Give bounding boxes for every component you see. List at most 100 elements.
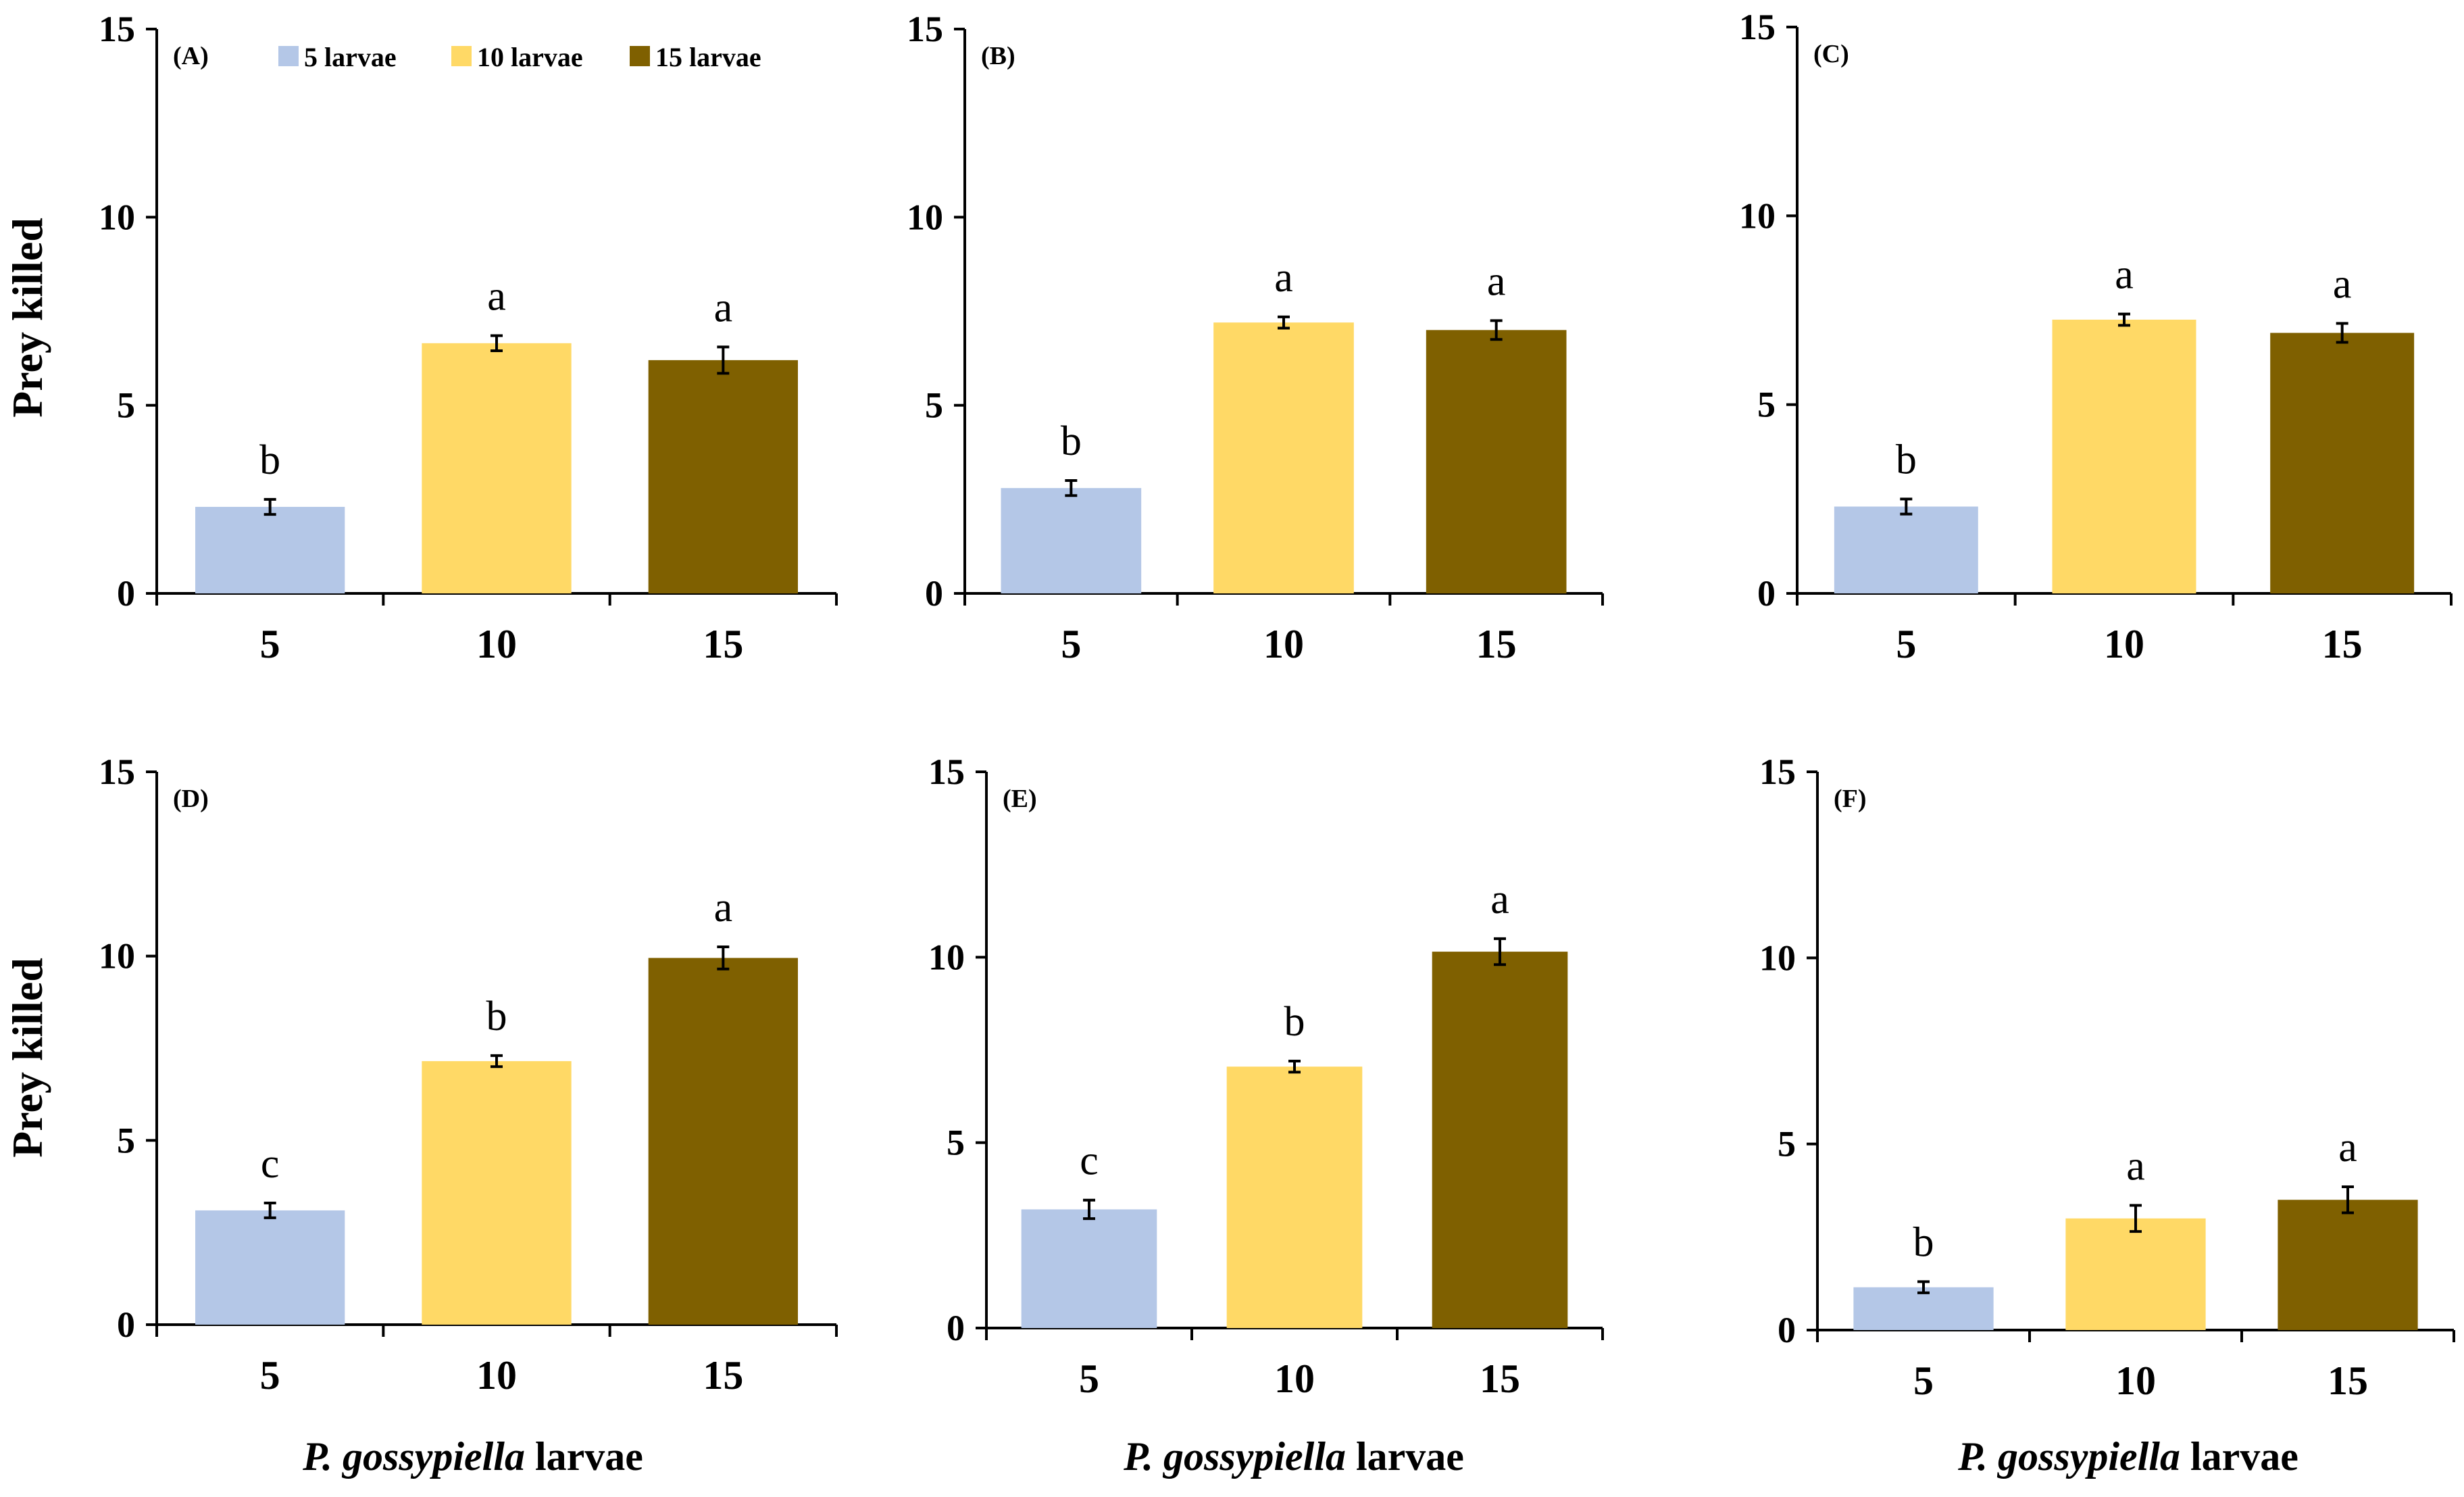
legend-label-2: 10 larvae [477, 42, 583, 72]
x-tick-label: 5 [1896, 622, 1916, 666]
x-tick-label: 5 [260, 622, 280, 666]
significance-letter: a [1487, 258, 1506, 304]
y-tick-label: 15 [99, 752, 135, 792]
bar-15 [1432, 952, 1568, 1328]
x-tick-label: 5 [1061, 622, 1081, 666]
x-tick-label: 15 [1476, 622, 1517, 666]
significance-letter: a [2126, 1144, 2145, 1189]
panel-label: (B) [981, 42, 1015, 70]
x-tick-label: 15 [2328, 1358, 2368, 1403]
panel-1: 0 5 10 15 b 5 a 10 a 15 (A) [99, 9, 838, 666]
x-tick-label: 5 [1079, 1356, 1099, 1401]
y-axis-title-top: Prey killed [3, 218, 51, 418]
significance-letter: b [259, 437, 280, 483]
bar-5 [1853, 1287, 1994, 1330]
x-tick-label: 15 [1480, 1356, 1520, 1401]
significance-letter: b [1061, 418, 1082, 464]
y-tick-label: 5 [947, 1123, 965, 1163]
y-tick-label: 10 [99, 197, 135, 237]
y-tick-label: 15 [928, 752, 965, 792]
y-tick-label: 0 [947, 1308, 965, 1348]
bar-15 [1426, 330, 1567, 593]
y-tick-label: 0 [1757, 573, 1776, 614]
significance-letter: a [1274, 255, 1293, 301]
x-tick-label: 10 [2104, 622, 2144, 666]
significance-letter: c [261, 1141, 280, 1187]
bar-10 [422, 343, 572, 593]
bar-5 [195, 1210, 345, 1325]
significance-letter: a [714, 885, 733, 931]
y-tick-label: 0 [925, 573, 943, 614]
y-tick-label: 0 [117, 573, 135, 614]
bar-10 [1213, 322, 1354, 593]
significance-letter: a [2333, 262, 2352, 308]
y-tick-label: 15 [907, 9, 943, 49]
significance-letter: a [1490, 877, 1509, 923]
panel-label: (F) [1834, 785, 1867, 813]
y-tick-label: 15 [1739, 7, 1776, 47]
x-tick-label: 10 [476, 622, 517, 666]
x-tick-label: 10 [476, 1353, 517, 1398]
bar-10 [2065, 1218, 2206, 1330]
panel-4: 0 5 10 15 c 5 b 10 a 15 (D) [99, 752, 838, 1398]
significance-letter: a [2115, 252, 2134, 298]
x-axis-title-2: P. gossypiella larvae [1123, 1434, 1464, 1479]
y-tick-label: 15 [99, 9, 135, 49]
bar-10 [422, 1061, 572, 1325]
y-tick-label: 10 [1739, 195, 1776, 236]
legend-swatch-3 [630, 46, 650, 66]
y-tick-label: 5 [1757, 385, 1776, 425]
bar-5 [1021, 1209, 1157, 1328]
legend-label-3: 15 larvae [655, 42, 761, 72]
x-tick-label: 5 [260, 1353, 280, 1398]
panel-6: 0 5 10 15 b 5 a 10 a 15 (F) [1759, 752, 2455, 1403]
significance-letter: b [1896, 437, 1917, 483]
significance-letter: a [714, 285, 733, 330]
legend-swatch-2 [451, 46, 472, 66]
panel-label: (A) [173, 42, 209, 70]
x-tick-label: 10 [1274, 1356, 1315, 1401]
bar-15 [2278, 1200, 2418, 1330]
y-tick-label: 5 [1778, 1124, 1796, 1164]
y-tick-label: 0 [117, 1304, 135, 1345]
bar-5 [195, 506, 345, 593]
significance-letter: b [486, 993, 507, 1039]
bar-10 [1226, 1066, 1363, 1328]
significance-letter: c [1080, 1138, 1099, 1184]
y-tick-label: 10 [928, 937, 965, 977]
panel-3: 0 5 10 15 b 5 a 10 a 15 (C) [1739, 7, 2453, 666]
bar-15 [648, 958, 798, 1325]
y-tick-label: 5 [117, 1120, 135, 1160]
panel-label: (D) [173, 785, 209, 813]
x-tick-label: 5 [1913, 1358, 1934, 1403]
x-axis-title-3: P. gossypiella larvae [1957, 1434, 2298, 1479]
significance-letter: a [487, 274, 506, 320]
bar-5 [1834, 506, 1978, 593]
y-axis-title-bottom: Prey killed [3, 958, 51, 1158]
bar-10 [2052, 319, 2196, 593]
y-tick-label: 10 [99, 936, 135, 977]
x-tick-label: 15 [703, 1353, 743, 1398]
y-tick-label: 5 [117, 385, 135, 426]
significance-letter: b [1284, 999, 1305, 1045]
x-tick-label: 15 [2322, 622, 2363, 666]
panel-5: 0 5 10 15 c 5 b 10 a 15 (E) [928, 752, 1604, 1401]
x-tick-label: 10 [2115, 1358, 2156, 1403]
legend-swatch-1 [278, 46, 299, 66]
y-tick-label: 10 [907, 197, 943, 237]
panels: 0 5 10 15 b 5 a 10 a 15 (A) 0 5 10 15 b 5 a 10 a 15 (B) 0 5 10 15… [99, 7, 2455, 1403]
y-tick-label: 5 [925, 385, 943, 426]
x-tick-label: 10 [1263, 622, 1304, 666]
x-tick-label: 15 [703, 622, 743, 666]
y-tick-label: 0 [1778, 1310, 1796, 1350]
y-tick-label: 10 [1759, 937, 1796, 978]
x-axis-title-1: P. gossypiella larvae [302, 1434, 643, 1479]
bar-15 [648, 360, 798, 593]
legend-label-1: 5 larvae [304, 42, 397, 72]
significance-letter: a [2338, 1125, 2357, 1171]
legend: 5 larvae 10 larvae 15 larvae [278, 42, 761, 72]
y-tick-label: 15 [1759, 752, 1796, 792]
panel-label: (E) [1003, 785, 1037, 813]
